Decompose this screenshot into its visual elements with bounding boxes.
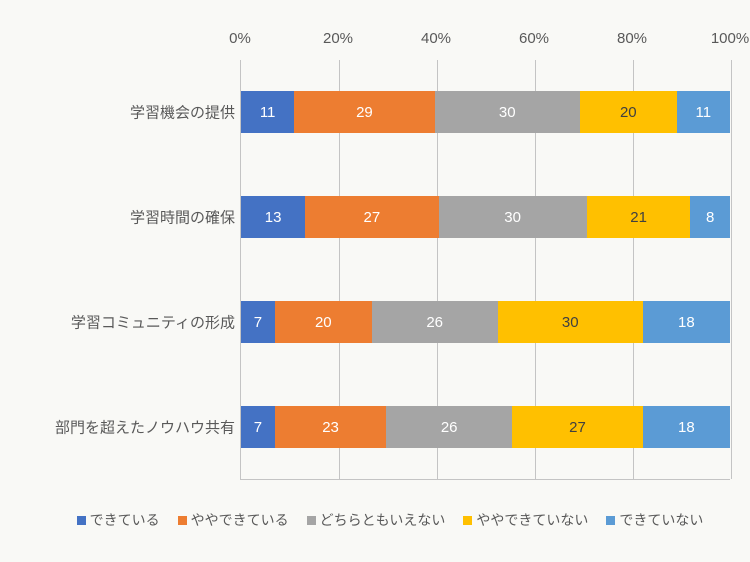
legend: できている ややできている どちらともいえない ややできていない できていない [60,500,720,540]
x-axis: 0%20%40%60%80%100% [240,30,730,50]
stacked-bar-chart: 0% 20% 40% 60% 80% 100% 学習機会の提供学習時間の確保学習コミュニテ… [0,0,750,562]
bar-segment: 27 [512,406,643,448]
bar-row: 720263018 [241,301,730,343]
legend-item: できている [77,510,160,530]
x-axis-tick-label: 20% [323,30,353,47]
bar-segment: 8 [690,196,730,238]
x-axis-tick-label: 100% [711,30,749,47]
bar-segment: 30 [498,301,643,343]
category-label: 学習時間の確保 [0,207,235,228]
bar-segment: 20 [580,91,677,133]
category-label: 学習機会の提供 [0,102,235,123]
x-axis-tick-label: 0% [229,30,251,47]
legend-item: ややできている [178,510,289,530]
bar-segment: 18 [643,406,730,448]
legend-swatch [307,516,316,525]
plot-area: 1129302011132730218720263018723262718 [240,60,730,480]
bar-segment: 7 [241,301,275,343]
legend-label: できていない [619,510,703,530]
x-axis-tick-label: 60% [519,30,549,47]
category-label: 学習コミュニティの形成 [0,312,235,333]
bar-segment: 11 [241,91,294,133]
bar-row: 1129302011 [241,91,730,133]
legend-item: できていない [606,510,703,530]
bar-segment: 20 [275,301,372,343]
bar-segment: 21 [587,196,691,238]
gridline [731,60,732,479]
legend-label: どちらともいえない [320,510,446,530]
legend-swatch [178,516,187,525]
bar-segment: 13 [241,196,305,238]
x-axis-tick-label: 80% [617,30,647,47]
bar-segment: 27 [305,196,438,238]
bar-row: 723262718 [241,406,730,448]
bars: 1129302011132730218720263018723262718 [241,60,730,479]
legend-label: できている [90,510,160,530]
bar-segment: 30 [435,91,580,133]
legend-item: どちらともいえない [307,510,446,530]
bar-segment: 18 [643,301,730,343]
bar-segment: 29 [294,91,434,133]
legend-swatch [77,516,86,525]
x-axis-tick-label: 40% [421,30,451,47]
legend-swatch [463,516,472,525]
bar-segment: 26 [372,301,498,343]
category-axis: 学習機会の提供学習時間の確保学習コミュニティの形成部門を超えたノウハウ共有 [0,60,235,480]
legend-label: ややできていない [476,510,588,530]
legend-swatch [606,516,615,525]
category-label: 部門を超えたノウハウ共有 [0,417,235,438]
bar-segment: 26 [386,406,512,448]
bar-segment: 11 [677,91,730,133]
bar-segment: 23 [275,406,386,448]
bar-segment: 7 [241,406,275,448]
legend-item: ややできていない [463,510,588,530]
bar-segment: 30 [439,196,587,238]
bar-row: 132730218 [241,196,730,238]
legend-label: ややできている [191,510,289,530]
